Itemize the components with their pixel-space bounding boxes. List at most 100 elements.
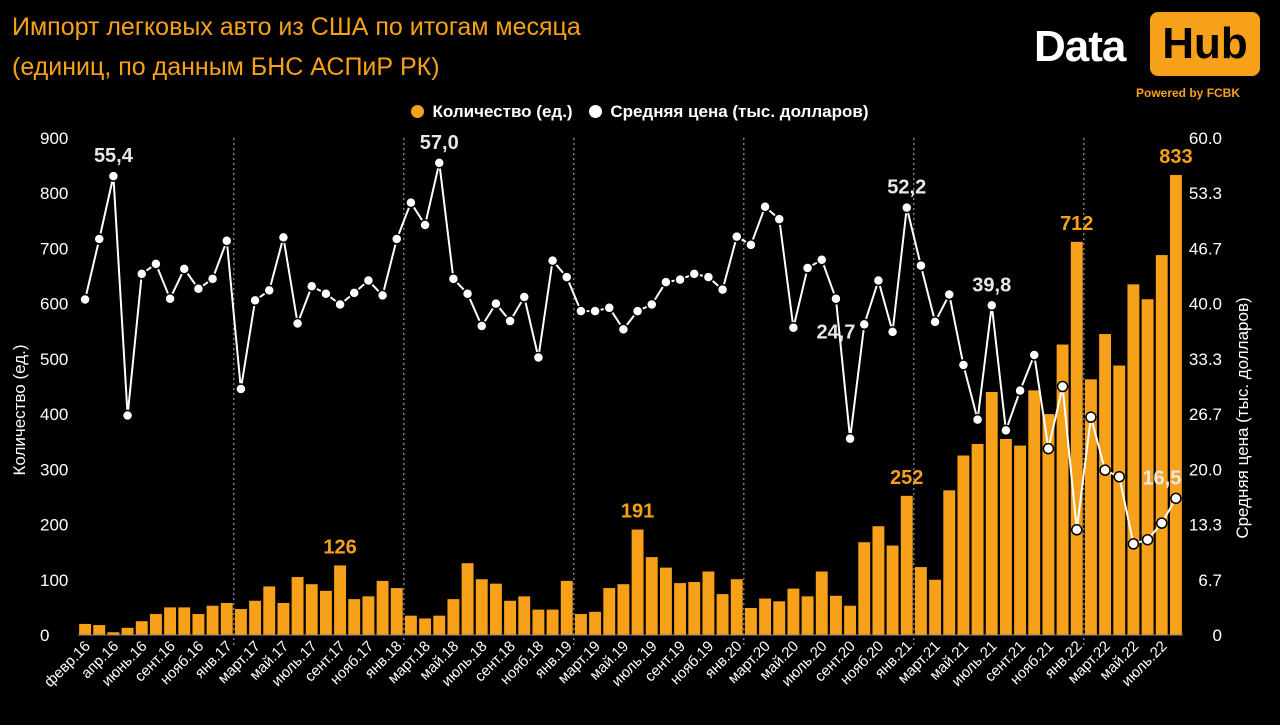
datahub-logo: Data Hub — [1034, 12, 1260, 78]
quantity-bar — [631, 529, 644, 635]
left-axis-tick-label: 500 — [40, 350, 68, 369]
quantity-bar — [1084, 379, 1097, 635]
price-point — [277, 231, 290, 244]
quantity-bar — [574, 614, 587, 635]
price-point — [872, 274, 885, 287]
price-point — [178, 263, 190, 275]
quantity-bar — [475, 579, 488, 635]
price-point — [957, 359, 970, 371]
quantity-bar — [929, 579, 942, 635]
quantity-bar — [135, 621, 148, 635]
right-axis-tick-label: 60.0 — [1189, 129, 1222, 148]
price-point — [461, 287, 474, 300]
quantity-data-label: 712 — [1060, 213, 1093, 235]
legend-label-quantity: Количество (ед.) — [432, 102, 573, 121]
quantity-bar — [504, 600, 517, 635]
right-axis-tick-label: 13.3 — [1189, 516, 1222, 535]
price-point — [816, 254, 828, 266]
quantity-bar — [744, 607, 757, 635]
price-point — [476, 320, 488, 332]
quantity-bar — [716, 594, 729, 635]
price-point — [192, 283, 205, 295]
price-point — [589, 305, 601, 317]
quantity-bar — [971, 443, 984, 635]
quantity-bar — [107, 632, 120, 635]
price-point — [561, 271, 573, 283]
price-point — [221, 234, 233, 247]
price-data-label: 57,0 — [420, 132, 459, 154]
price-point — [1056, 380, 1069, 393]
price-point — [447, 273, 460, 285]
price-point — [206, 273, 219, 285]
price-point — [1099, 464, 1111, 476]
price-point — [136, 268, 148, 280]
quantity-bar — [773, 601, 786, 635]
quantity-bar — [305, 584, 318, 635]
quantity-bar — [362, 596, 375, 635]
price-point — [546, 254, 559, 267]
price-point — [759, 201, 771, 213]
quantity-bar — [815, 571, 828, 635]
price-point — [79, 293, 91, 306]
price-point — [1170, 492, 1182, 505]
quantity-bar — [645, 557, 658, 635]
quantity-bar — [801, 596, 814, 635]
left-axis-tick-label: 600 — [40, 295, 68, 314]
quantity-bar — [348, 599, 361, 635]
price-point — [971, 413, 984, 426]
legend-item-quantity: Количество (ед.) — [411, 102, 573, 122]
quantity-bar — [489, 583, 502, 635]
price-data-label: 24,7 — [816, 322, 855, 344]
price-point — [1028, 349, 1040, 361]
right-axis-tick-label: 40.0 — [1189, 295, 1222, 314]
quantity-bar — [943, 490, 956, 635]
quantity-bar — [79, 623, 92, 635]
quantity-bar — [730, 579, 743, 635]
left-axis-tick-label: 700 — [40, 239, 68, 258]
price-point — [362, 274, 375, 287]
quantity-bar — [886, 545, 899, 635]
quantity-bar — [872, 526, 885, 635]
quantity-bar — [1070, 241, 1083, 635]
price-point — [532, 351, 545, 364]
price-point — [660, 276, 672, 288]
left-axis-tick-label: 0 — [40, 626, 49, 645]
right-axis-tick-label: 26.7 — [1189, 405, 1222, 424]
price-point — [1141, 533, 1154, 546]
quantity-bar — [192, 614, 205, 635]
quantity-bar — [220, 602, 233, 635]
quantity-data-label: 191 — [621, 501, 654, 523]
quantity-bar — [1113, 365, 1126, 635]
quantity-data-label: 833 — [1159, 146, 1192, 168]
left-axis-tick-label: 200 — [40, 516, 68, 535]
left-axis-tick-label: 900 — [40, 129, 68, 148]
right-axis-tick-label: 46.7 — [1189, 239, 1222, 258]
left-axis-tick-label: 300 — [40, 460, 68, 479]
quantity-bar — [900, 495, 913, 635]
price-point — [702, 271, 715, 283]
quantity-data-label: 252 — [890, 467, 923, 489]
quantity-bar — [985, 392, 998, 635]
price-point — [376, 289, 389, 302]
price-point — [745, 239, 757, 251]
price-point — [1071, 524, 1083, 536]
quantity-bar — [164, 607, 177, 635]
quantity-bar — [518, 596, 531, 635]
quantity-bar — [206, 605, 219, 635]
chart-subtitle: (единиц, по данным БНС АСПиР РК) — [12, 53, 440, 81]
right-axis-tick-label: 6.7 — [1198, 571, 1222, 590]
price-point — [1014, 384, 1026, 397]
quantity-bar — [603, 588, 616, 635]
quantity-bar — [1014, 445, 1027, 635]
logo-hub-text: Hub — [1150, 12, 1260, 76]
quantity-bar — [447, 599, 460, 635]
quantity-bar — [674, 583, 687, 635]
price-point — [93, 233, 105, 245]
price-point — [419, 219, 431, 231]
price-point — [1085, 411, 1097, 423]
price-point — [504, 315, 516, 327]
quantity-bar — [999, 438, 1012, 635]
left-axis-tick-label: 800 — [40, 184, 68, 203]
quantity-bar — [334, 565, 347, 635]
quantity-bar — [787, 588, 800, 635]
